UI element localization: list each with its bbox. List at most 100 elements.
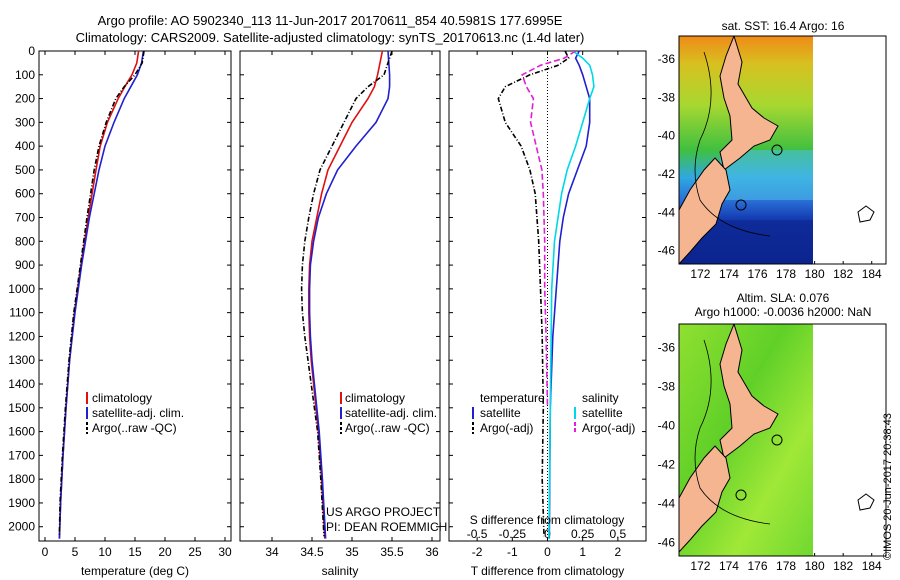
x-tick-label: -1 [507,545,518,559]
temp-satellite-line [548,51,591,539]
y-tick-label: 900 [15,258,35,272]
sla-map-frame [678,323,887,557]
x-tick-label: 1 [579,545,586,559]
map-y-tick-label: -44 [658,205,676,219]
depth-contour [694,339,771,525]
x2-tick-label: -0.5 [467,527,488,541]
legend-sal-satellite: satellite [582,406,623,420]
x-axis-label: T difference from climatology [471,564,625,578]
y-tick-label: 1000 [8,282,35,296]
legend-sal-argo: Argo(-adj) [582,421,635,435]
lines-layer [58,51,595,539]
sla-map-subtitle: Argo h1000: -0.0036 h2000: NaN [695,305,872,319]
x-tick-label: 25 [188,545,202,559]
depth-contour [694,51,771,237]
map-x-tick-label: 184 [862,267,882,281]
x-tick-label: 0 [544,545,551,559]
x2-tick-label: 0.25 [571,527,595,541]
map-y-tick-label: -42 [658,457,676,471]
x-tick-label: 15 [128,545,142,559]
x-axis-label: temperature (deg C) [81,564,189,578]
chatham-island [857,493,875,511]
satellite-line [308,51,391,539]
y-tick-label: 1500 [8,401,35,415]
x-tick-label: 0 [42,545,49,559]
north-island-land [719,36,779,171]
legend-title-temperature: temperature [480,391,545,405]
map-x-tick-label: 178 [776,267,796,281]
map-y-tick-label: -36 [658,340,676,354]
pi-label: PI: DEAN ROEMMICH [326,520,447,534]
legend-title-salinity: salinity [582,391,619,405]
salinity-panel-frame [239,50,441,542]
legend-argo: Argo(..raw -QC) [345,421,430,435]
y-tick-label: 1400 [8,377,35,391]
map-y-tick-label: -46 [658,535,676,549]
difference-legend: temperature satellite Argo(-adj) salinit… [470,391,636,527]
difference-panel-frame [448,50,647,542]
legend-climatology: climatology [92,391,152,405]
map-y-tick-label: -40 [658,129,676,143]
south-island-land [679,445,731,553]
sst-map-title: sat. SST: 16.4 Argo: 16 [722,19,845,33]
legend-temp-satellite: satellite [480,406,521,420]
y-tick-label: 100 [15,68,35,82]
temp-argo-line [497,51,570,537]
series-group [58,51,145,539]
map-x-tick-label: 182 [833,559,853,573]
y-tick-label: 200 [15,92,35,106]
x-tick-label: 36 [425,545,439,559]
header-line2: Climatology: CARS2009. Satellite-adjuste… [76,30,585,45]
x-tick-label: 2 [615,545,622,559]
map-y-tick-label: -38 [658,90,676,104]
project-label: US ARGO PROJECT [326,505,441,519]
legend-temp-argo: Argo(-adj) [480,421,533,435]
x-tick-label: 10 [98,545,112,559]
sla-map: Altim. SLA: 0.076 Argo h1000: -0.0036 h2… [678,291,887,557]
map-x-tick-label: 174 [719,267,739,281]
x-tick-label: 20 [158,545,172,559]
map-x-tick-label: 182 [833,267,853,281]
map-y-tick-label: -46 [658,244,676,258]
seamount-marker [735,199,747,211]
sla-map-title: Altim. SLA: 0.076 [737,291,830,305]
y-tick-label: 500 [15,163,35,177]
y-tick-label: 1100 [9,306,35,320]
map-x-tick-label: 184 [862,559,882,573]
map-x-tick-label: 178 [776,559,796,573]
y-tick-label: 1900 [8,496,35,510]
climatology-line [58,51,140,539]
argo-float-marker [771,434,783,446]
y-tick-label: 2000 [8,520,35,534]
north-island-land [719,324,779,459]
y-tick-label: 1800 [8,472,35,486]
series-group [300,51,393,539]
satellite-line [58,51,145,539]
map-x-tick-label: 172 [690,559,710,573]
salinity-legend: climatology satellite-adj. clim. Argo(..… [326,391,447,534]
map-x-tick-label: 174 [719,559,739,573]
x-axis-label: salinity [322,564,359,578]
x-tick-label: 34 [265,545,279,559]
seamount-marker [735,489,747,501]
map-y-tick-label: -36 [658,52,676,66]
imos-credit: ©IMOS 20-Jun-2017 20:38:43 [882,413,894,560]
x-tick-label: 35 [345,545,359,559]
s-difference-label: S difference from climatology [470,513,625,527]
y-tick-label: 400 [15,139,35,153]
x-tick-label: 35.5 [380,545,404,559]
map-x-tick-label: 176 [748,267,768,281]
series-group [497,51,595,539]
sst-map-frame [678,35,887,265]
sst-map: sat. SST: 16.4 Argo: 16 [678,19,887,265]
south-island-land [679,157,731,264]
argo-line [58,51,145,537]
map-x-tick-label: 172 [690,267,710,281]
map-y-tick-label: -40 [658,418,676,432]
x-tick-label: 30 [218,545,232,559]
sal-argo-line [521,51,577,408]
y-tick-label: 300 [15,115,35,129]
map-y-tick-label: -38 [658,379,676,393]
